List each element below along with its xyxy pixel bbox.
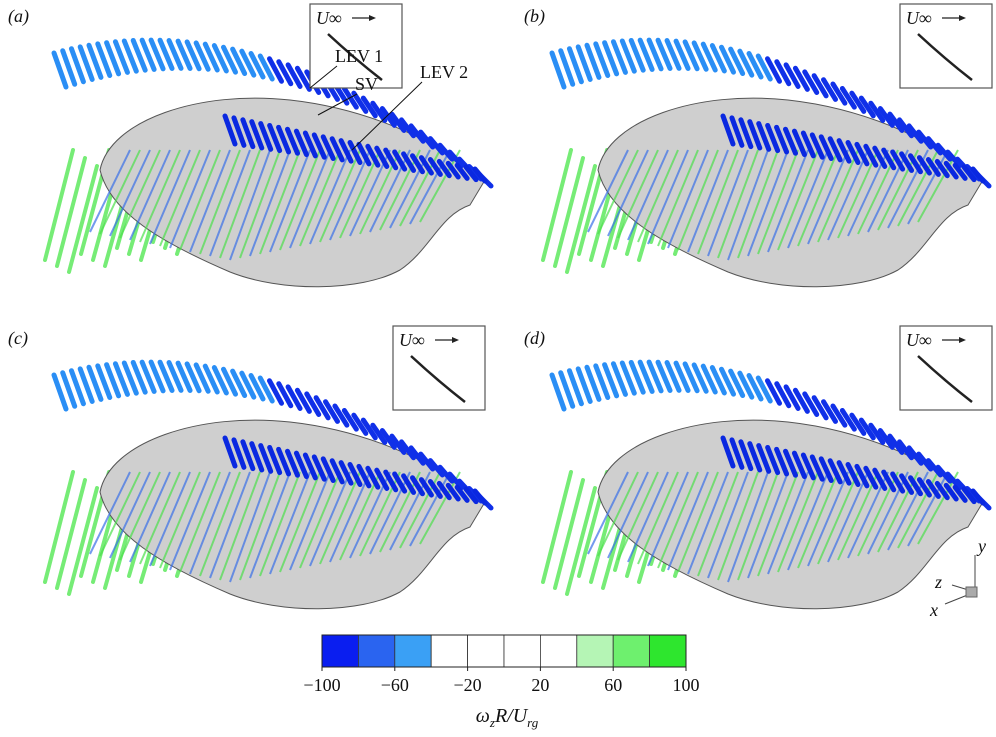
axis-label-y: y: [976, 536, 986, 556]
colorbar-segment: [322, 635, 358, 667]
colorbar-segment: [577, 635, 613, 667]
inset-label: U∞: [399, 330, 425, 350]
colorbar-tick-label: −20: [454, 675, 482, 695]
panel-label: (a): [8, 6, 29, 27]
vortex-streak: [543, 472, 571, 582]
colorbar-tick-label: 60: [604, 675, 622, 695]
vortex-streak: [45, 472, 73, 582]
colorbar-segment: [650, 635, 686, 667]
axis-label-z: z: [934, 572, 942, 592]
vortex-streak: [45, 150, 73, 260]
panel-label: (b): [524, 6, 545, 27]
colorbar-title: ωzR/Urg: [476, 705, 539, 730]
axis-cube: [966, 587, 977, 597]
axis-label-x: x: [929, 600, 938, 620]
annotation: LEV 2: [420, 62, 468, 82]
inset-label: U∞: [906, 330, 932, 350]
annotation: LEV 1: [335, 46, 383, 66]
colorbar-segment: [613, 635, 649, 667]
colorbar-segment: [358, 635, 394, 667]
colorbar-segment: [395, 635, 431, 667]
panel: (c) U∞: [8, 326, 491, 609]
vortex-streak: [543, 150, 571, 260]
colorbar-segment: [504, 635, 540, 667]
colorbar-segment: [431, 635, 467, 667]
colorbar-title-part: R/U: [494, 705, 529, 727]
annotation: SV: [355, 74, 378, 94]
colorbar-segment: [540, 635, 576, 667]
colorbar-tick-label: −100: [303, 675, 340, 695]
colorbar-tick-label: −60: [381, 675, 409, 695]
panel: (b) U∞: [524, 4, 992, 287]
panel-label: (c): [8, 328, 28, 349]
colorbar-title-part: rg: [527, 715, 539, 730]
figure: (a) U∞ (b) U∞ (c) U∞ (d) U∞ LEV 1 SV LEV 2 y zx −100 −…: [0, 0, 996, 732]
page: {"panels": [ {"label": "(a)", "inset_lab…: [0, 0, 996, 737]
colorbar-tick-label: 20: [531, 675, 549, 695]
panel-label: (d): [524, 328, 545, 349]
colorbar-tick-label: 100: [673, 675, 700, 695]
inset-label: U∞: [906, 8, 932, 28]
panel: (a) U∞: [8, 4, 491, 287]
colorbar-segment: [468, 635, 504, 667]
inset-label: U∞: [316, 8, 342, 28]
colorbar-title-part: ω: [476, 705, 490, 727]
panel: (d) U∞: [524, 326, 992, 609]
